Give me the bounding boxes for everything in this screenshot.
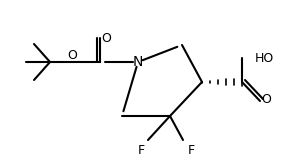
Text: N: N xyxy=(133,55,143,69)
Text: F: F xyxy=(187,143,194,157)
Text: O: O xyxy=(101,32,111,44)
Text: HO: HO xyxy=(255,51,274,65)
Text: F: F xyxy=(138,143,144,157)
Text: O: O xyxy=(261,92,271,106)
Text: O: O xyxy=(67,48,77,61)
